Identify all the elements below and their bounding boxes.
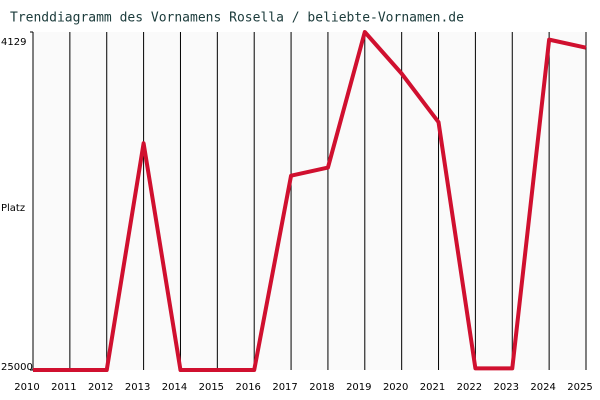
x-tick-label: 2016 [235,382,260,393]
x-tick-label: 2012 [88,382,113,393]
x-tick-label: 2020 [383,382,408,393]
x-tick-label: 2010 [14,382,39,393]
x-tick-label: 2024 [530,382,555,393]
x-tick-label: 2022 [457,382,482,393]
x-tick-label: 2018 [309,382,334,393]
x-tick-label: 2013 [125,382,150,393]
y-tick-label: 25000 [1,362,33,373]
x-tick-label: 2017 [272,382,297,393]
x-tick-label: 2011 [51,382,76,393]
x-tick-label: 2015 [199,382,224,393]
data-line [33,30,587,372]
x-tick-label: 2023 [494,382,519,393]
y-tick-label: 4129 [1,37,26,48]
x-tick-label: 2014 [162,382,187,393]
x-tick-label: 2019 [346,382,371,393]
x-tick-label: 2025 [567,382,592,393]
y-axis-label: Platz [1,203,25,214]
x-tick-label: 2021 [420,382,445,393]
plot-area [33,32,586,370]
chart-title: Trenddiagramm des Vornamens Rosella / be… [10,11,464,26]
